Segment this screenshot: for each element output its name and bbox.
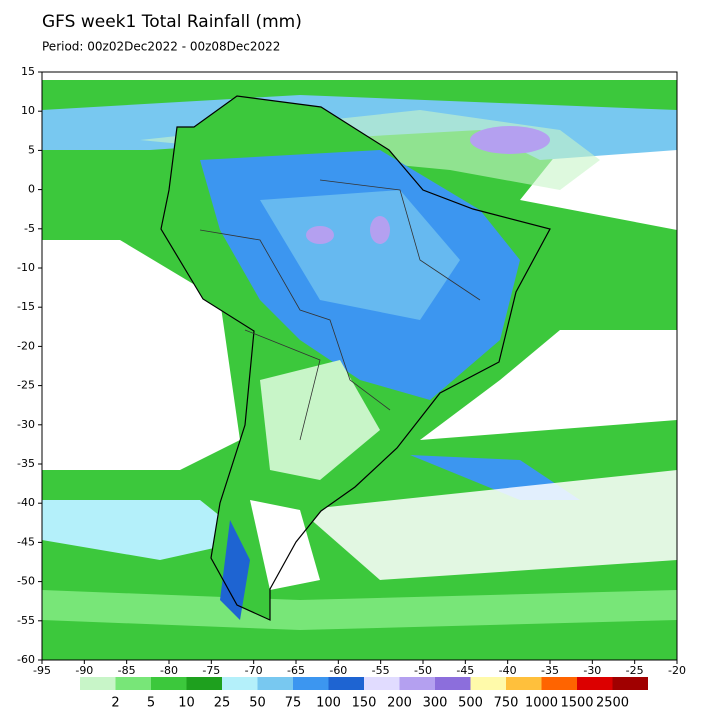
y-tick-label: -25 xyxy=(17,379,35,392)
y-tick-label: -55 xyxy=(17,614,35,627)
x-tick-label: -85 xyxy=(118,664,136,677)
x-tick-label: -60 xyxy=(329,664,347,677)
colorbar-label: 2500 xyxy=(596,696,629,711)
colorbar-label: 500 xyxy=(458,696,483,711)
y-tick-label: 5 xyxy=(28,143,35,156)
colorbar-swatch xyxy=(257,677,293,690)
colorbar-label: 200 xyxy=(387,696,412,711)
x-tick-label: -90 xyxy=(75,664,93,677)
x-tick-label: -50 xyxy=(414,664,432,677)
colorbar-swatch xyxy=(151,677,187,690)
map-frame xyxy=(41,71,678,661)
x-tick-label: -75 xyxy=(202,664,220,677)
colorbar-label: 1000 xyxy=(525,696,558,711)
colorbar-swatch xyxy=(577,677,613,690)
colorbar-swatch xyxy=(541,677,577,690)
x-tick-label: -20 xyxy=(668,664,686,677)
y-tick-label: -5 xyxy=(24,222,35,235)
y-tick-label: -15 xyxy=(17,300,35,313)
y-tick-label: -40 xyxy=(17,496,35,509)
colorbar-label: 75 xyxy=(285,696,302,711)
y-tick-label: -35 xyxy=(17,457,35,470)
colorbar-swatch xyxy=(293,677,329,690)
colorbar-swatch xyxy=(115,677,151,690)
colorbar-swatch xyxy=(222,677,258,690)
colorbar-swatch xyxy=(612,677,648,690)
y-tick-label: 0 xyxy=(28,183,35,196)
colorbar-swatch xyxy=(80,677,116,690)
colorbar-swatch xyxy=(328,677,364,690)
colorbar-label: 5 xyxy=(147,696,155,711)
x-tick-label: -40 xyxy=(499,664,517,677)
colorbar-swatch xyxy=(399,677,435,690)
map-period: Period: 00z02Dec2022 - 00z08Dec2022 xyxy=(42,40,280,54)
y-tick-label: -20 xyxy=(17,339,35,352)
colorbar-label: 1500 xyxy=(560,696,593,711)
rainfall-field xyxy=(42,72,677,660)
colorbar-label: 10 xyxy=(178,696,195,711)
colorbar-swatch xyxy=(364,677,400,690)
x-tick-label: -30 xyxy=(583,664,601,677)
x-tick-label: -35 xyxy=(541,664,559,677)
colorbar-label: 150 xyxy=(352,696,377,711)
colorbar-label: 750 xyxy=(494,696,519,711)
colorbar-label: 25 xyxy=(214,696,231,711)
colorbar-swatch xyxy=(435,677,471,690)
x-tick-label: -65 xyxy=(287,664,305,677)
colorbar-label: 100 xyxy=(316,696,341,711)
colorbar-swatch xyxy=(186,677,222,690)
y-tick-label: -60 xyxy=(17,653,35,666)
x-tick-label: -55 xyxy=(372,664,390,677)
colorbar-label: 300 xyxy=(423,696,448,711)
y-tick-label: -50 xyxy=(17,575,35,588)
y-tick-label: -45 xyxy=(17,535,35,548)
colorbar-swatch xyxy=(470,677,506,690)
y-tick-label: 10 xyxy=(21,104,35,117)
y-tick-label: -10 xyxy=(17,261,35,274)
x-tick-label: -25 xyxy=(626,664,644,677)
colorbar-label: 2 xyxy=(111,696,119,711)
colorbar-swatch xyxy=(506,677,542,690)
map-title: GFS week1 Total Rainfall (mm) xyxy=(42,12,302,32)
x-tick-label: -45 xyxy=(456,664,474,677)
x-tick-label: -95 xyxy=(33,664,51,677)
y-tick-label: 15 xyxy=(21,65,35,78)
x-tick-label: -80 xyxy=(160,664,178,677)
x-tick-label: -70 xyxy=(245,664,263,677)
y-tick-label: -30 xyxy=(17,418,35,431)
colorbar-label: 50 xyxy=(249,696,266,711)
